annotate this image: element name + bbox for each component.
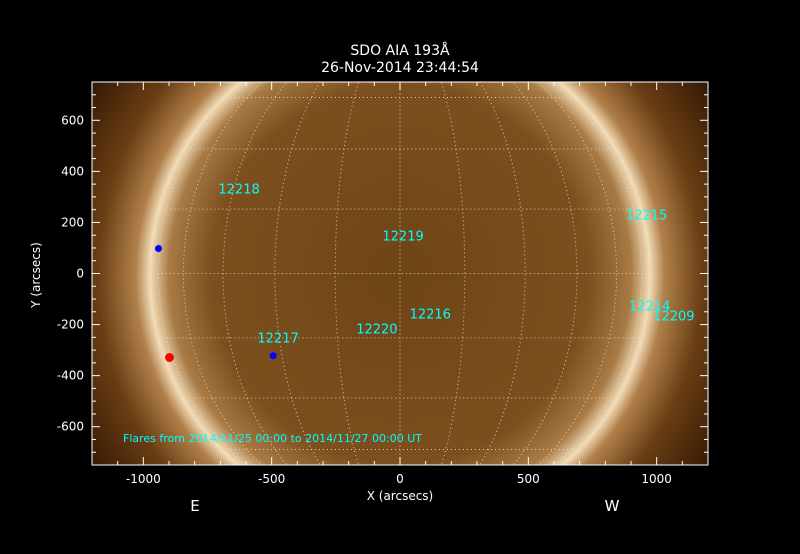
active-region-label: 12219 (382, 229, 423, 244)
east-label: E (190, 497, 199, 515)
x-tick-label: -1000 (126, 472, 161, 486)
y-tick-label: 0 (76, 267, 84, 281)
heliographic-grid (149, 82, 651, 465)
longitude-line (222, 82, 288, 465)
y-tick-label: -400 (57, 369, 84, 383)
longitude-line (334, 82, 360, 465)
x-tick-label: 500 (517, 472, 540, 486)
active-region-label: 12217 (257, 332, 298, 347)
active-region-label: 12209 (653, 310, 694, 325)
active-region-label: 12218 (218, 182, 259, 197)
west-label: W (605, 497, 620, 515)
chart-title: SDO AIA 193Å (350, 42, 450, 59)
flare-time-range-note: Flares from 2014/11/25 00:00 to 2014/11/… (123, 432, 422, 445)
y-tick-label: 600 (61, 113, 84, 127)
axis-ticks: -1000 -500 0 500 1000 -600 -400 -200 0 200 400 600 (57, 82, 709, 486)
active-region-label: 12215 (626, 209, 667, 224)
y-tick-label: 200 (61, 215, 84, 229)
longitude-line (512, 82, 578, 465)
flare-marker (154, 244, 162, 252)
y-tick-label: 400 (61, 164, 84, 178)
x-axis-label: X (arcsecs) (367, 489, 434, 503)
y-tick-label: -600 (57, 420, 84, 434)
x-tick-label: -500 (258, 472, 285, 486)
flare-marker (269, 352, 277, 360)
x-tick-label: 0 (396, 472, 404, 486)
y-tick-label: -200 (57, 318, 84, 332)
active-region-label: 12220 (356, 323, 397, 338)
x-tick-label: 1000 (641, 472, 672, 486)
chart-subtitle: 26-Nov-2014 23:44:54 (321, 60, 479, 76)
longitude-line (440, 82, 466, 465)
y-axis-label: Y (arcsecs) (29, 242, 43, 309)
active-region-label: 12216 (410, 308, 451, 323)
active-region-label: 12214 (629, 299, 670, 314)
flare-marker (165, 353, 175, 363)
